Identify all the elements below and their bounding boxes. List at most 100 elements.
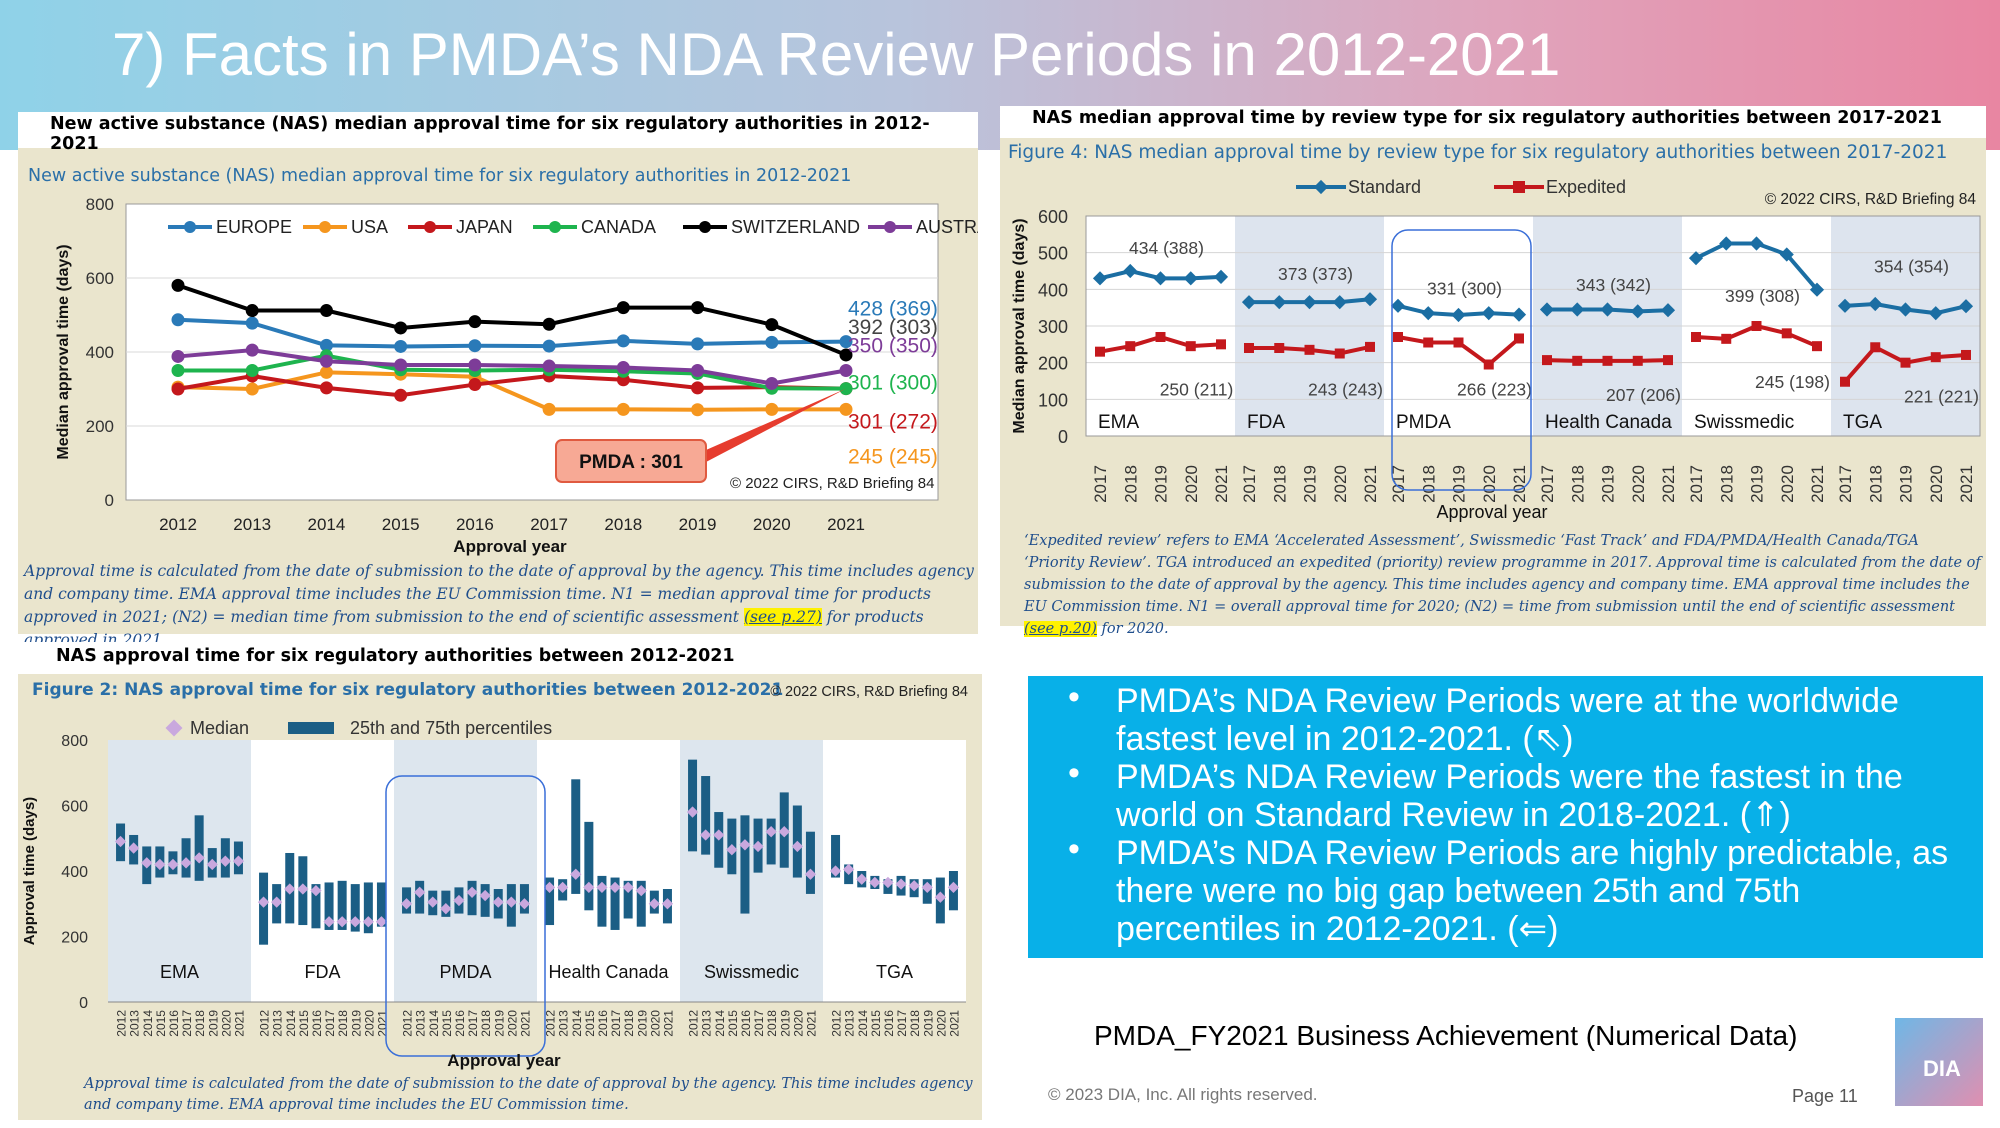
chart3-xtick: 2015 xyxy=(726,1010,740,1037)
chart1-ytick: 400 xyxy=(86,343,114,362)
chart3-median-marker xyxy=(635,884,647,897)
chart2-xtick: 2018 xyxy=(1419,465,1438,503)
chart1-legend-marker xyxy=(699,221,711,233)
chart2-xtick: 2019 xyxy=(1152,465,1171,503)
chart2-expedited-point xyxy=(1274,343,1285,353)
chart2-standard-point xyxy=(1092,271,1108,286)
chart3-copyright: © 2022 CIRS, R&D Briefing 84 xyxy=(770,684,968,700)
chart1-end-label: 301 (300) xyxy=(848,372,938,395)
chart1-figure-title: New active substance (NAS) median approv… xyxy=(28,166,852,186)
chart2-standard-point xyxy=(1837,298,1853,313)
chart3-median-marker xyxy=(400,898,413,910)
chart1-point xyxy=(394,339,408,353)
chart3-iqr-bar xyxy=(701,776,711,855)
chart1-point xyxy=(245,343,259,357)
chart3-iqr-bar xyxy=(545,877,555,926)
chart2-xtick: 2020 xyxy=(1778,465,1797,503)
chart2-ytick: 500 xyxy=(1038,244,1068,264)
chart2-ytick: 600 xyxy=(1038,207,1068,227)
chart3-median-marker xyxy=(648,898,661,910)
chart3-xtick: 2016 xyxy=(596,1010,610,1037)
chart3-group-name: TGA xyxy=(876,962,913,982)
chart2-group-name: Swissmedic xyxy=(1694,412,1794,433)
chart2-ytick: 0 xyxy=(1058,427,1068,447)
chart3-xtick: 2019 xyxy=(921,1010,935,1037)
chart2-standard-point xyxy=(1688,251,1704,266)
chart3-median-marker xyxy=(453,894,465,907)
chart3-median-marker xyxy=(492,896,504,908)
chart2-expedited-point xyxy=(1483,359,1494,370)
chart2-standard-point xyxy=(1390,298,1406,313)
chart1-note-link[interactable]: (see p.27) xyxy=(743,608,822,626)
chart3-iqr-bar xyxy=(363,882,373,934)
chart3-xtick: 2017 xyxy=(895,1010,909,1037)
chart3-median-marker xyxy=(856,873,868,885)
chart2-expedited-point xyxy=(1095,346,1105,357)
chart3-xtick: 2018 xyxy=(908,1010,922,1037)
chart2-xtick: 2021 xyxy=(1212,465,1231,503)
chart1-point xyxy=(542,317,556,331)
chart1-legend-label: JAPAN xyxy=(456,217,513,237)
chart1-xlabel: Approval year xyxy=(453,537,567,556)
chart2-standard-point xyxy=(1928,306,1943,321)
chart3-median-marker xyxy=(180,857,192,869)
chart1-end-label: 392 (303) xyxy=(848,316,938,339)
chart2-standard-point xyxy=(1451,307,1466,323)
chart1-point xyxy=(245,316,259,330)
chart3-xtick: 2017 xyxy=(323,1010,337,1037)
chart2-expedited-point xyxy=(1602,355,1613,366)
chart3-figure-title: Figure 2: NAS approval time for six regu… xyxy=(32,680,784,700)
chart3-xtick: 2020 xyxy=(934,1010,948,1037)
chart1-point xyxy=(691,381,705,395)
chart2-expedited-label: 250 (211) xyxy=(1160,379,1234,399)
chart1-point xyxy=(616,334,630,348)
bullet-3: PMDA’s NDA Review Periods are highly pre… xyxy=(1068,830,1973,948)
chart2-expedited-point xyxy=(1514,333,1524,344)
chart2-note-text: ‘Expedited review’ refers to EMA ‘Accele… xyxy=(1024,533,1981,615)
chart1-point xyxy=(468,315,482,329)
chart2-figure-title: Figure 4: NAS median approval time by re… xyxy=(1008,142,1948,163)
chart2-standard-point xyxy=(1809,282,1825,297)
chart2-standard-point xyxy=(1241,295,1257,310)
chart3-ytick: 800 xyxy=(61,733,88,750)
slide-caption: PMDA_FY2021 Business Achievement (Numeri… xyxy=(1094,1020,1798,1051)
chart2-xtick: 2018 xyxy=(1568,465,1587,503)
chart3-iqr-bar xyxy=(584,821,594,911)
chart2-panel: NAS median approval time by review type … xyxy=(1000,106,1986,637)
chart2-plot-border xyxy=(1085,215,1981,437)
chart3-iqr-bar xyxy=(740,815,750,914)
chart1-point xyxy=(245,364,259,377)
chart2-xtick: 2017 xyxy=(1538,465,1557,503)
chart2-expedited-label: 266 (223) xyxy=(1457,379,1532,399)
chart1-ytick: 200 xyxy=(86,417,114,436)
chart1-point xyxy=(765,402,779,416)
chart1-end-label: 245 (245) xyxy=(848,446,938,469)
chart1-xtick: 2021 xyxy=(827,515,865,534)
chart2-note-link[interactable]: (see p.20) xyxy=(1024,621,1097,637)
chart2-xtick: 2017 xyxy=(1240,465,1259,503)
chart1-point xyxy=(691,403,705,417)
chart3-median-marker xyxy=(622,881,634,894)
chart3-group-name: Health Canada xyxy=(548,962,669,982)
chart3-xtick: 2012 xyxy=(401,1010,415,1037)
chart3-panel-title: NAS approval time for six regulatory aut… xyxy=(56,646,735,666)
chart3-median-marker xyxy=(661,898,674,910)
chart3-ytick: 400 xyxy=(61,864,88,881)
chart1-legend-marker xyxy=(319,221,331,233)
chart2-ytick: 300 xyxy=(1038,317,1068,337)
chart1-point xyxy=(319,338,333,352)
chart3-svg: 0 200 400 600 800 Median 25th and 75th percent… xyxy=(21,684,968,1070)
chart3-ytick: 0 xyxy=(79,995,88,1012)
chart3-xtick: 2020 xyxy=(362,1010,376,1037)
chart2-standard-point xyxy=(1779,247,1794,262)
chart3-median-marker xyxy=(583,881,595,894)
chart2-standard-point xyxy=(1153,271,1168,286)
chart2-ylabel: Median approval time (days) xyxy=(1011,218,1028,433)
chart2-xtick: 2020 xyxy=(1331,465,1350,503)
chart3-xtick: 2013 xyxy=(700,1010,714,1037)
chart2-xtick: 2019 xyxy=(1450,465,1469,503)
chart3-iqr-bar xyxy=(623,880,633,919)
chart3-xtick: 2016 xyxy=(739,1010,753,1037)
chart1-point xyxy=(616,402,630,416)
chart2-standard-point xyxy=(1272,295,1287,310)
